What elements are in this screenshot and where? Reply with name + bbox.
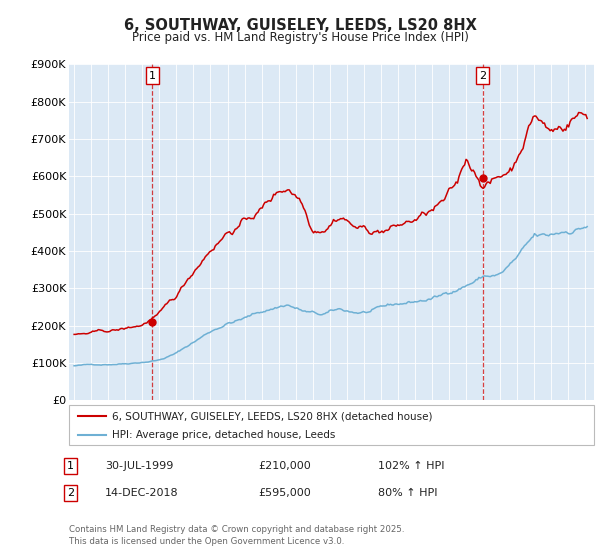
Text: 2: 2 [479, 71, 486, 81]
Text: 80% ↑ HPI: 80% ↑ HPI [378, 488, 437, 498]
Text: Contains HM Land Registry data © Crown copyright and database right 2025.
This d: Contains HM Land Registry data © Crown c… [69, 525, 404, 546]
Text: Price paid vs. HM Land Registry's House Price Index (HPI): Price paid vs. HM Land Registry's House … [131, 31, 469, 44]
Text: 6, SOUTHWAY, GUISELEY, LEEDS, LS20 8HX: 6, SOUTHWAY, GUISELEY, LEEDS, LS20 8HX [124, 18, 476, 33]
Text: 2: 2 [67, 488, 74, 498]
Text: £210,000: £210,000 [258, 461, 311, 471]
Text: 30-JUL-1999: 30-JUL-1999 [105, 461, 173, 471]
Text: 6, SOUTHWAY, GUISELEY, LEEDS, LS20 8HX (detached house): 6, SOUTHWAY, GUISELEY, LEEDS, LS20 8HX (… [112, 411, 433, 421]
Text: 1: 1 [149, 71, 155, 81]
Text: 1: 1 [67, 461, 74, 471]
Text: 102% ↑ HPI: 102% ↑ HPI [378, 461, 445, 471]
Text: 14-DEC-2018: 14-DEC-2018 [105, 488, 179, 498]
FancyBboxPatch shape [69, 405, 594, 445]
Text: £595,000: £595,000 [258, 488, 311, 498]
Text: HPI: Average price, detached house, Leeds: HPI: Average price, detached house, Leed… [112, 430, 335, 440]
